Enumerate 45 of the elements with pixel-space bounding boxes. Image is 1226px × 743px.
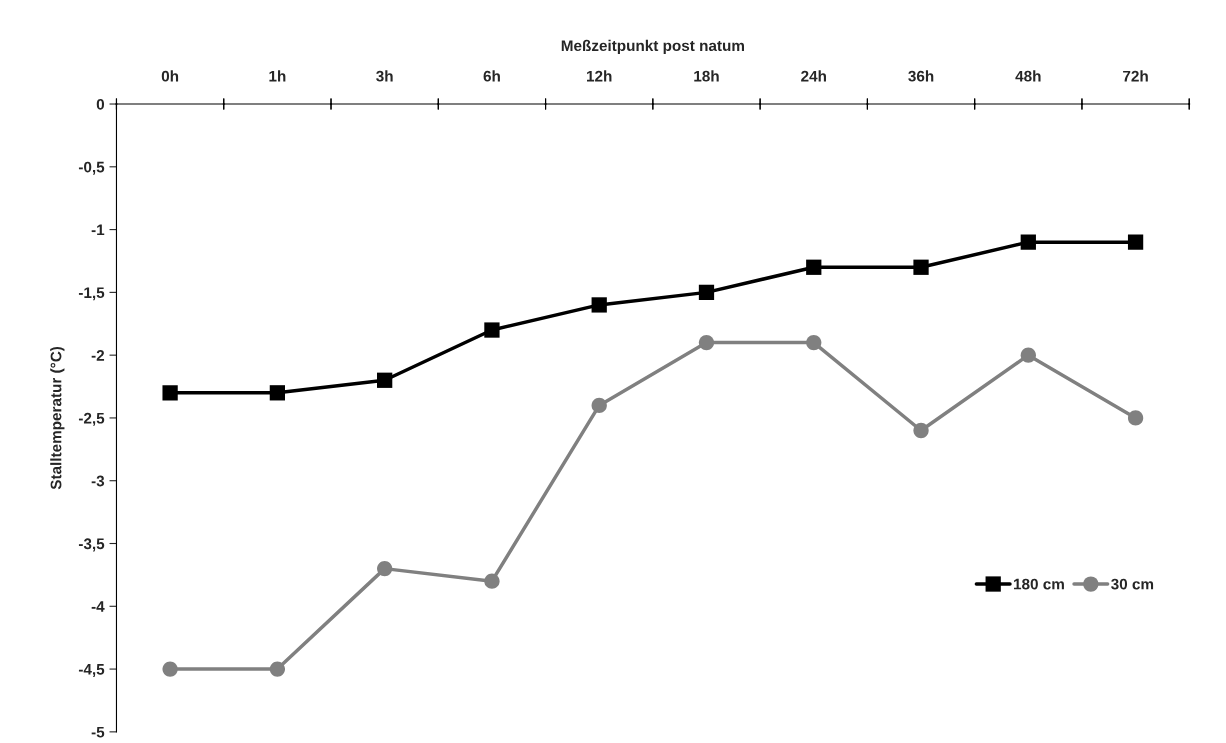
x-tick-label: 48h [1015, 70, 1041, 82]
point [162, 661, 178, 677]
point [1020, 234, 1036, 250]
y-tick-label: -4 [91, 601, 105, 612]
point [269, 661, 286, 677]
x-tick-label: 12h [587, 70, 612, 82]
x-axis-title: Meßzeitpunkt post natum [561, 39, 744, 55]
y-tick-label: 0 [96, 98, 105, 110]
point [698, 284, 715, 301]
point [377, 560, 393, 577]
y-tick-label: -2,5 [78, 412, 105, 426]
point [806, 259, 822, 275]
point [698, 334, 715, 351]
point [913, 259, 929, 275]
point [1127, 234, 1144, 250]
point [1020, 347, 1036, 363]
y-tick-label: -5 [91, 726, 105, 738]
x-tick-label: 72h [1123, 70, 1148, 82]
point [591, 397, 607, 414]
legend-label: 180 cm [1014, 578, 1064, 590]
x-tick-label: 0h [161, 70, 179, 82]
point [377, 372, 393, 388]
x-tick-label: 6h [483, 70, 500, 82]
y-tick-label: -4,5 [78, 664, 105, 677]
x-tick-label: 36h [908, 70, 934, 82]
y-tick-label: -2 [91, 350, 105, 361]
x-tick-label: 24h [801, 70, 826, 82]
point [913, 422, 929, 439]
point [806, 334, 822, 351]
y-axis-title: Stalltemperatur (°C) [50, 346, 65, 490]
y-tick-label: -3,5 [78, 538, 105, 552]
point [484, 573, 500, 589]
point [1127, 410, 1144, 426]
point [591, 297, 607, 313]
legend-label: 30 cm [1111, 578, 1154, 590]
y-tick-label: -3 [91, 475, 105, 487]
point [162, 385, 178, 401]
point [269, 385, 286, 401]
x-tick-label: 18h [694, 70, 719, 82]
y-tick-label: -1 [91, 224, 105, 236]
y-tick-label: -0,5 [78, 161, 105, 175]
point [484, 322, 500, 338]
x-tick-label: 3h [376, 70, 393, 82]
x-tick-label: 1h [269, 70, 286, 82]
y-tick-label: -1,5 [78, 287, 105, 301]
